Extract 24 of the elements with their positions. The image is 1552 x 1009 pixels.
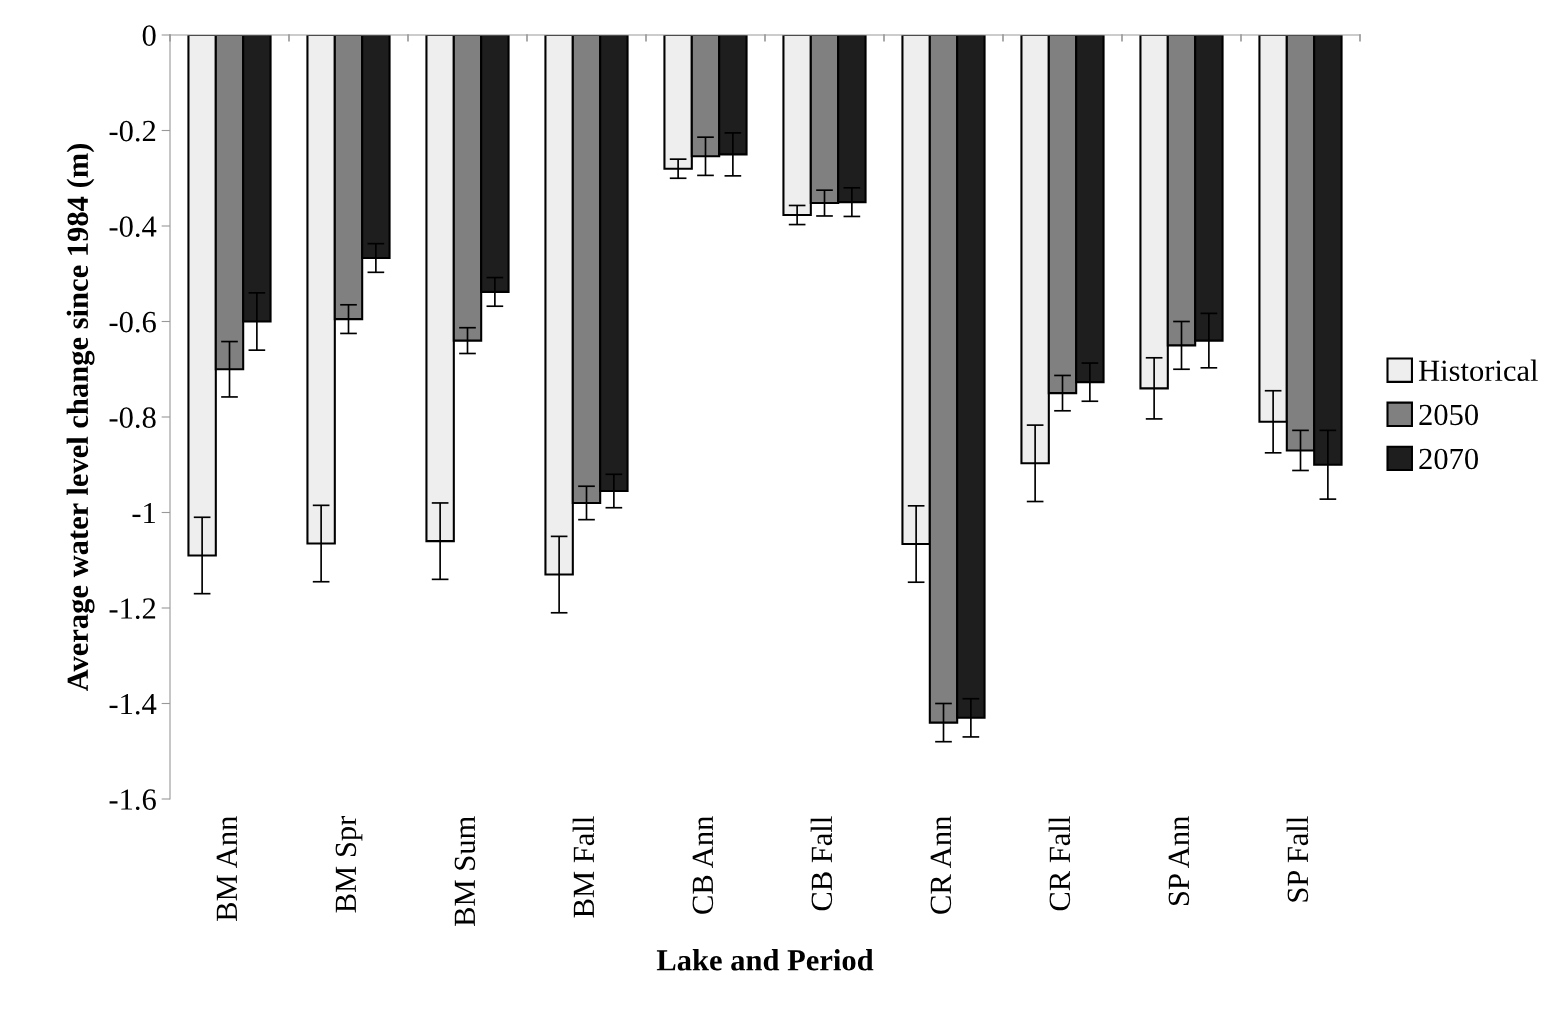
y-tick-label: -1.2 [109,598,156,620]
x-tick-label: BM Sum [454,816,476,927]
x-tick-label: SP Ann [1168,816,1190,906]
x-tick-label: BM Spr [335,815,363,913]
x-tick-label: SP Fall [1286,816,1309,902]
y-tick-label: 0 [142,25,156,46]
x-tick-label: CB Ann [692,816,714,914]
y-axis-title: Average water level change since 1984 (m) [66,143,95,692]
legend-label: 2070 [1419,448,1478,470]
legend-label: 2050 [1419,404,1478,426]
x-tick-label: CR Fall [1048,816,1071,911]
x-tick-label: BM Ann [216,816,237,921]
y-tick-label: -0.4 [109,216,157,238]
y-tick-label: -0.8 [109,407,156,429]
x-tick-label: BM Fall [572,816,595,918]
x-axis-title: Lake and Period [656,949,874,971]
x-tick-label: CB Fall [810,816,833,911]
y-tick-label: -0.6 [109,311,156,333]
y-tick-label: -1.4 [109,693,157,715]
legend-label: Historical [1418,359,1538,382]
x-tick-label: CR Ann [930,816,952,914]
y-tick-label: -0.2 [109,120,156,142]
y-tick-label: -1.6 [109,789,156,811]
y-tick-label: -1 [132,502,155,524]
